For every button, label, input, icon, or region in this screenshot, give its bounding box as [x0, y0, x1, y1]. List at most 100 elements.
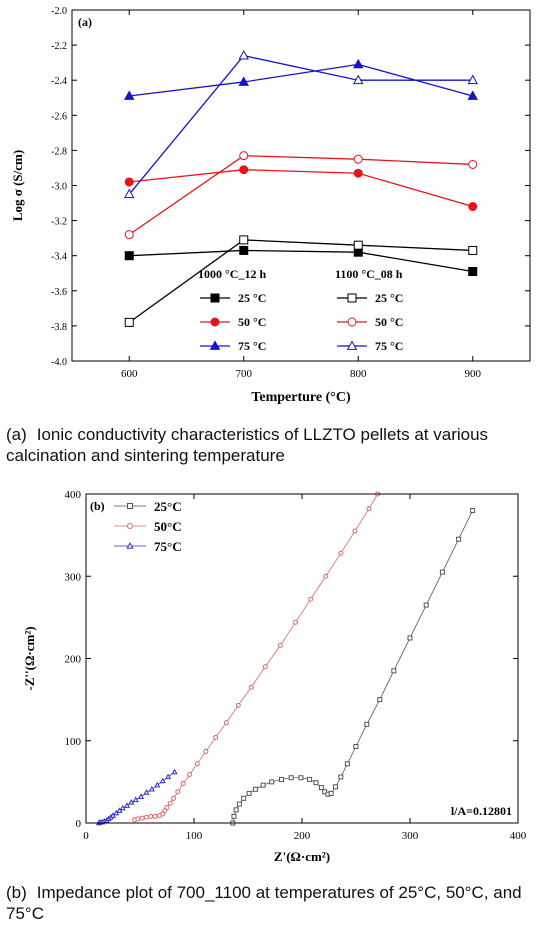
legend-marker: [346, 340, 358, 350]
series-b-0-point: [344, 761, 350, 767]
x-tick-label-b: 100: [186, 830, 203, 842]
series-b-2-point: [119, 804, 126, 811]
panel-label: (a): [78, 15, 92, 29]
series-line-1: [129, 169, 473, 208]
series-b-2-point: [123, 802, 131, 808]
series-b-1-point: [164, 804, 170, 810]
y-tick-label: -2.0: [51, 6, 67, 17]
y-tick-label: -3.6: [51, 287, 67, 298]
legend-entry: 25 °C: [375, 291, 403, 305]
x-tick-label: 900: [465, 368, 482, 380]
series-b-0-point: [246, 790, 252, 796]
series-3-point: [239, 235, 249, 245]
series-b-0-point: [278, 776, 284, 782]
series-b-0-point: [423, 602, 429, 608]
series-0-point: [124, 251, 134, 261]
series-b-0-point: [353, 744, 359, 750]
legend-marker: [209, 340, 221, 350]
series-b-1-point: [187, 771, 193, 777]
y-tick-label: -2.6: [51, 111, 67, 122]
x-tick-label: 700: [236, 368, 253, 380]
series-b-1-point: [352, 528, 358, 534]
series-5-point: [238, 49, 249, 60]
series-b-0-point: [439, 569, 445, 575]
series-b-0-point: [377, 697, 383, 703]
series-b-1-point: [323, 573, 329, 579]
series-line-0: [129, 249, 473, 273]
series-1-point: [468, 202, 478, 212]
series-b-0-point: [328, 790, 334, 796]
series-b-1-point: [175, 789, 181, 795]
series-b-1-point: [262, 664, 268, 670]
caption-b: (b) Impedance plot of 700_1100 at temper…: [6, 882, 540, 924]
series-b-2-point: [159, 777, 166, 784]
legend-entry: 75 °C: [375, 339, 403, 353]
y-tick-label: -4.0: [51, 357, 67, 368]
y-tick-label: -3.2: [51, 217, 67, 228]
legend-marker: [210, 317, 220, 327]
legend-group-title: 1000 °C_12 h: [198, 267, 266, 281]
series-5-point: [353, 74, 364, 85]
legend-entry: 25 °C: [238, 291, 266, 305]
series-b-0-point: [236, 801, 242, 807]
series-4-point: [468, 159, 478, 169]
x-axis-label: Temperture (°C): [251, 390, 351, 405]
y-axis-label-b: -Z''(Ω·cm²): [22, 626, 37, 690]
series-4-point: [124, 230, 134, 240]
series-3-point: [353, 240, 363, 250]
legend-b-entry: 50°C: [154, 519, 182, 534]
series-b-1-point: [338, 550, 344, 556]
series-1-point: [353, 168, 363, 178]
series-b-2-point: [132, 796, 139, 803]
series-1-point: [239, 165, 249, 175]
series-b-0-point: [313, 780, 319, 786]
series-2-point: [124, 90, 135, 100]
series-line-3: [128, 239, 473, 323]
annotation-la: l/A=0.12801: [451, 804, 512, 818]
series-b-1-point: [194, 761, 200, 767]
legend-entry: 50 °C: [375, 315, 403, 329]
legend-b-entry: 25°C: [154, 499, 182, 514]
series-b-1-point: [277, 642, 283, 648]
series-2-point: [467, 90, 478, 100]
series-b-1-point: [160, 811, 166, 817]
series-2-point: [353, 58, 364, 69]
legend-entry: 50 °C: [238, 315, 266, 329]
series-4-point: [239, 151, 249, 161]
series-line-4: [128, 155, 473, 236]
series-b-0-point: [391, 668, 397, 674]
panel-label-b: (b): [90, 499, 105, 513]
caption-b-text: Impedance plot of 700_1100 at temperatur…: [6, 883, 522, 923]
series-0-point: [468, 266, 478, 276]
series-5-point: [467, 74, 478, 85]
series-b-1-point: [308, 596, 314, 602]
series-b-0-point: [470, 507, 476, 513]
series-b-2-point: [154, 781, 161, 788]
series-b-1-point: [143, 814, 149, 820]
legend-b-marker: [127, 523, 133, 529]
series-b-0-point: [364, 721, 370, 727]
series-3-point: [124, 317, 134, 327]
chart-b: 0 100 200 300 400 0 100 200 300 400 Z'(Ω·cm²) -Z''(…: [22, 489, 527, 864]
series-line-5: [128, 54, 473, 195]
series-0-point: [239, 245, 249, 255]
series-b-1-point: [167, 800, 173, 806]
series-b-0-point: [407, 635, 413, 641]
series-b-2-point: [143, 789, 150, 795]
caption-a-label: (a): [6, 425, 27, 444]
series-b-1-point: [366, 506, 372, 512]
series-b-0-point: [307, 776, 313, 782]
series-b-1-point: [180, 781, 186, 787]
legend-b-marker: [127, 503, 133, 509]
series-b-1-point: [203, 748, 209, 754]
series-b-1-point: [148, 813, 154, 819]
x-tick-label: 600: [121, 368, 138, 380]
y-tick-label: -3.4: [51, 252, 67, 263]
series-b-1-point: [162, 808, 168, 814]
series-b-1-point: [213, 734, 219, 740]
series-b-0-point: [298, 775, 304, 781]
series-b-0-point: [253, 786, 259, 792]
y-tick-label: -2.2: [51, 41, 67, 52]
y-tick-label: -2.4: [51, 76, 67, 87]
series-4-point: [353, 154, 363, 164]
